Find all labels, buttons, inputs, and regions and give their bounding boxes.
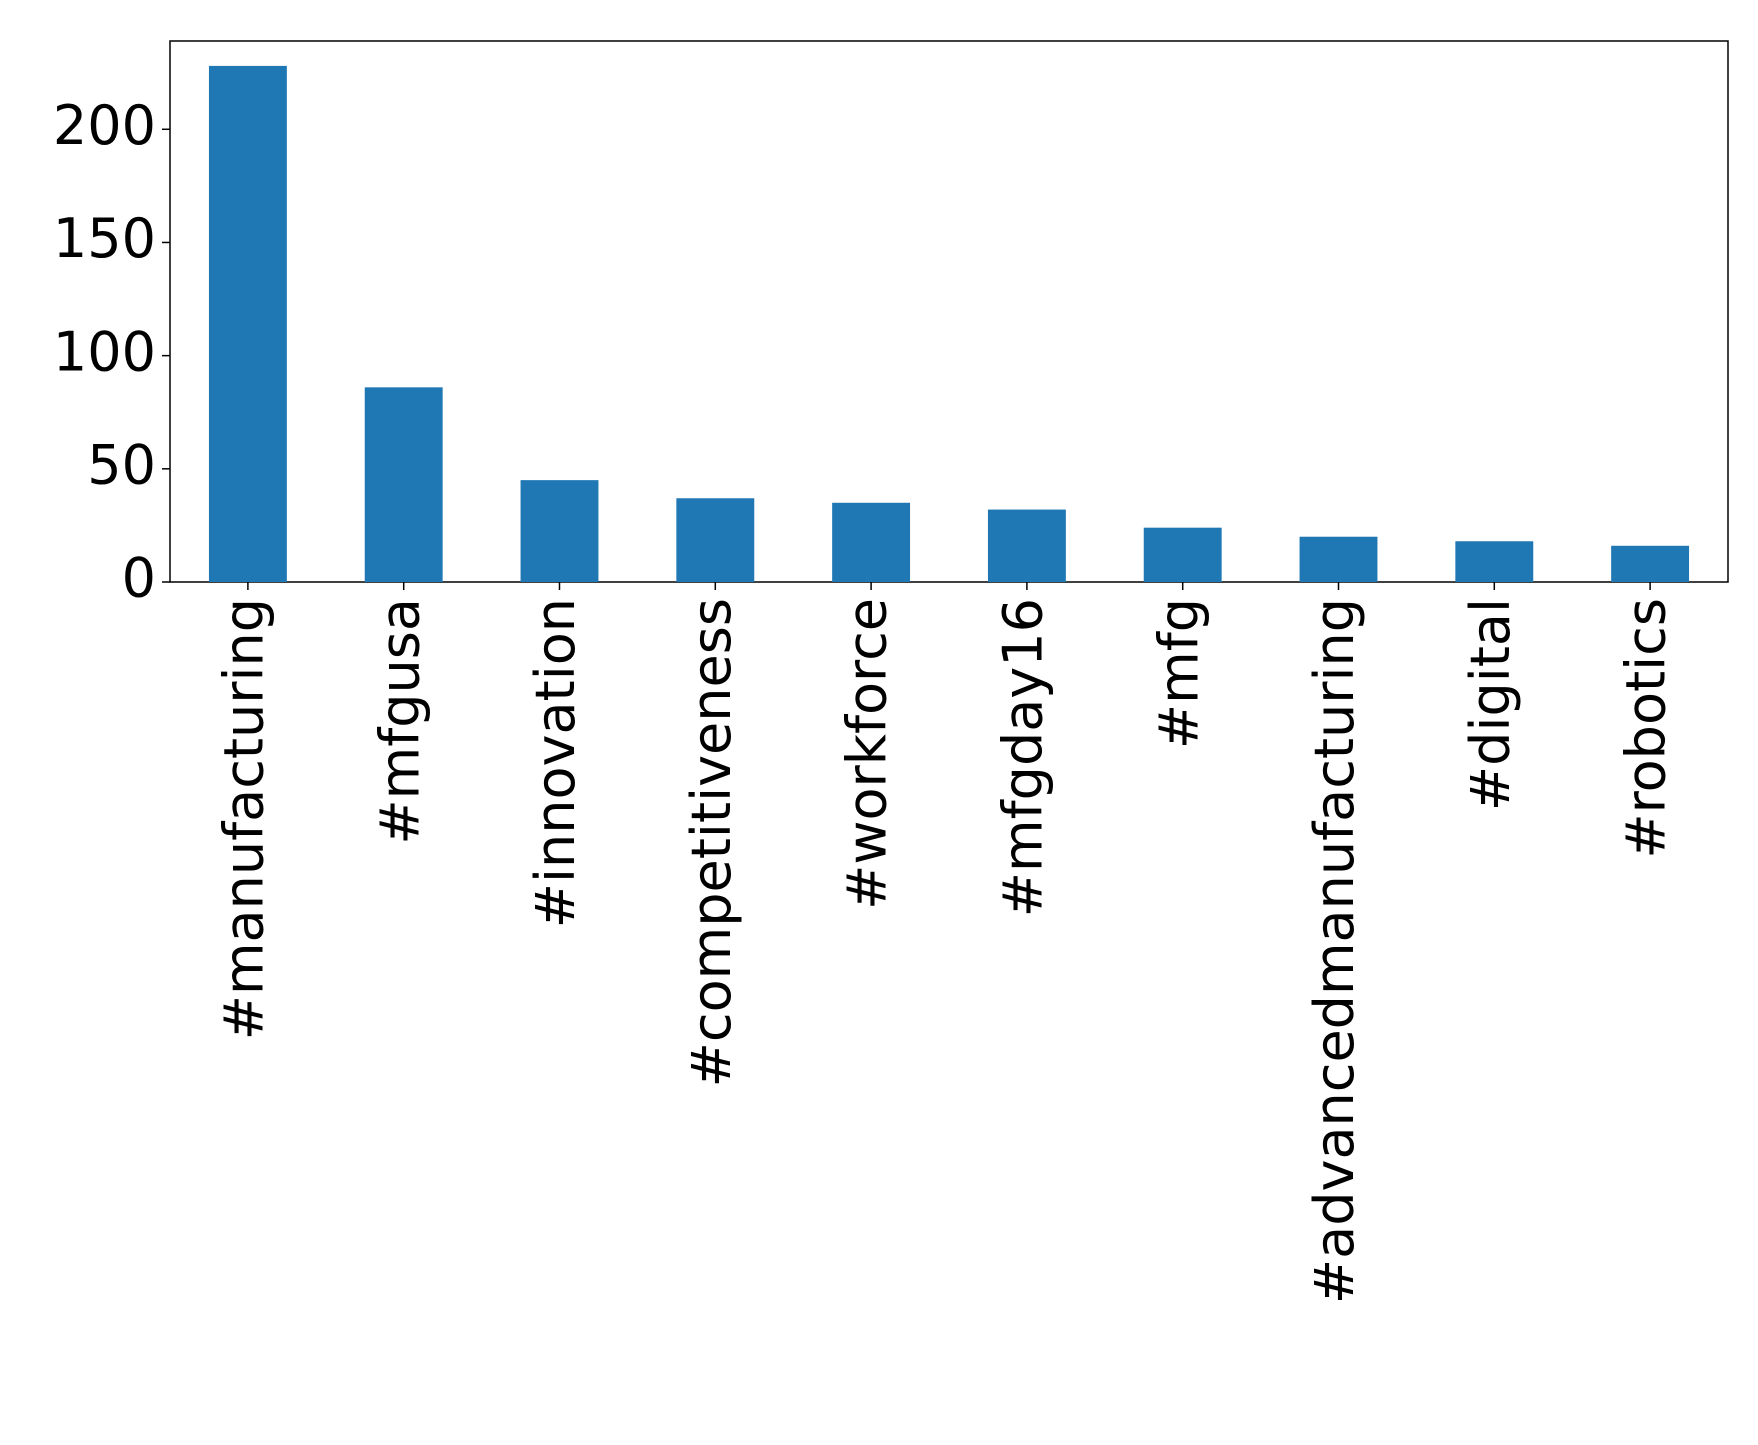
x-tick-label: #innovation: [524, 598, 587, 928]
x-tick-label: #mfgusa: [368, 598, 431, 845]
bar: [1611, 545, 1690, 582]
bar: [1143, 527, 1222, 582]
y-tick-label: 100: [53, 320, 156, 383]
bar: [520, 480, 599, 582]
plot-frame: [169, 40, 1729, 583]
bar: [1299, 536, 1378, 582]
bar: [832, 502, 911, 582]
y-tick-label: 50: [87, 433, 156, 496]
x-tick-label: #competitiveness: [680, 598, 743, 1087]
bar: [987, 509, 1066, 582]
x-tick-label: #mfg: [1147, 598, 1210, 749]
x-tick-label: #advancedmanufacturing: [1303, 598, 1366, 1304]
x-tick-label: #manufacturing: [213, 598, 276, 1040]
x-tick-label: #robotics: [1615, 598, 1678, 859]
y-tick-label: 150: [53, 207, 156, 270]
bar: [676, 498, 755, 582]
bar: [208, 65, 287, 582]
bar: [364, 387, 443, 582]
x-tick-label: #workforce: [836, 598, 899, 910]
y-tick-label: 200: [53, 94, 156, 157]
y-tick-label: 0: [122, 547, 156, 610]
x-tick-label: #mfgday16: [992, 598, 1055, 917]
x-tick-label: #digital: [1459, 598, 1522, 811]
bar: [1455, 541, 1534, 582]
